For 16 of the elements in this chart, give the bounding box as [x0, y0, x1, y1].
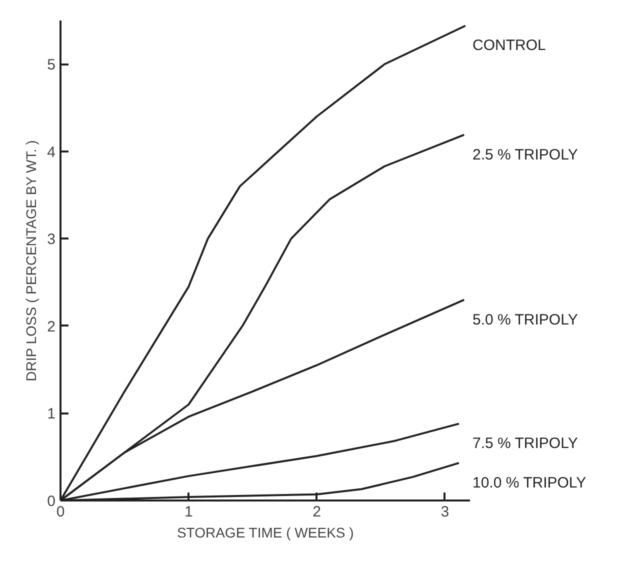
- series-label: CONTROL: [472, 37, 546, 54]
- x-tick-label: 1: [184, 504, 193, 520]
- y-tick-label: 4: [47, 144, 56, 161]
- y-tick-label: 1: [47, 406, 56, 423]
- y-tick-label: 0: [47, 493, 56, 510]
- x-tick-label: 2: [312, 504, 321, 520]
- x-tick-label: 3: [440, 504, 450, 520]
- series-label: 10.0 % TRIPOLY: [472, 474, 586, 492]
- y-tick-label: 3: [47, 231, 56, 248]
- y-tick-label: 5: [47, 56, 56, 74]
- y-axis-title: DRIP LOSS ( PERCENTAGE BY WT. ): [23, 140, 40, 382]
- series-label: 2.5 % TRIPOLY: [472, 146, 578, 164]
- series-label: 7.5 % TRIPOLY: [472, 435, 578, 452]
- series-label: 5.0 % TRIPOLY: [472, 311, 578, 328]
- y-tick-label: 2: [47, 318, 56, 336]
- x-axis-title: STORAGE TIME ( WEEKS ): [176, 524, 354, 540]
